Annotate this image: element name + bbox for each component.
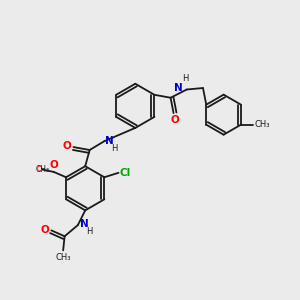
Text: N: N	[80, 220, 89, 230]
Text: Cl: Cl	[120, 168, 131, 178]
Text: O: O	[50, 160, 58, 170]
Text: O: O	[36, 166, 42, 172]
Text: CH₃: CH₃	[254, 120, 270, 129]
Text: CH₃: CH₃	[56, 253, 71, 262]
Text: O: O	[171, 116, 179, 125]
Text: N: N	[105, 136, 114, 146]
Text: CH₃: CH₃	[35, 165, 50, 174]
Text: H: H	[111, 143, 117, 152]
Text: N: N	[174, 83, 182, 93]
Text: H: H	[182, 74, 188, 83]
Text: O: O	[40, 225, 49, 236]
Text: O: O	[62, 142, 71, 152]
Text: H: H	[86, 227, 92, 236]
